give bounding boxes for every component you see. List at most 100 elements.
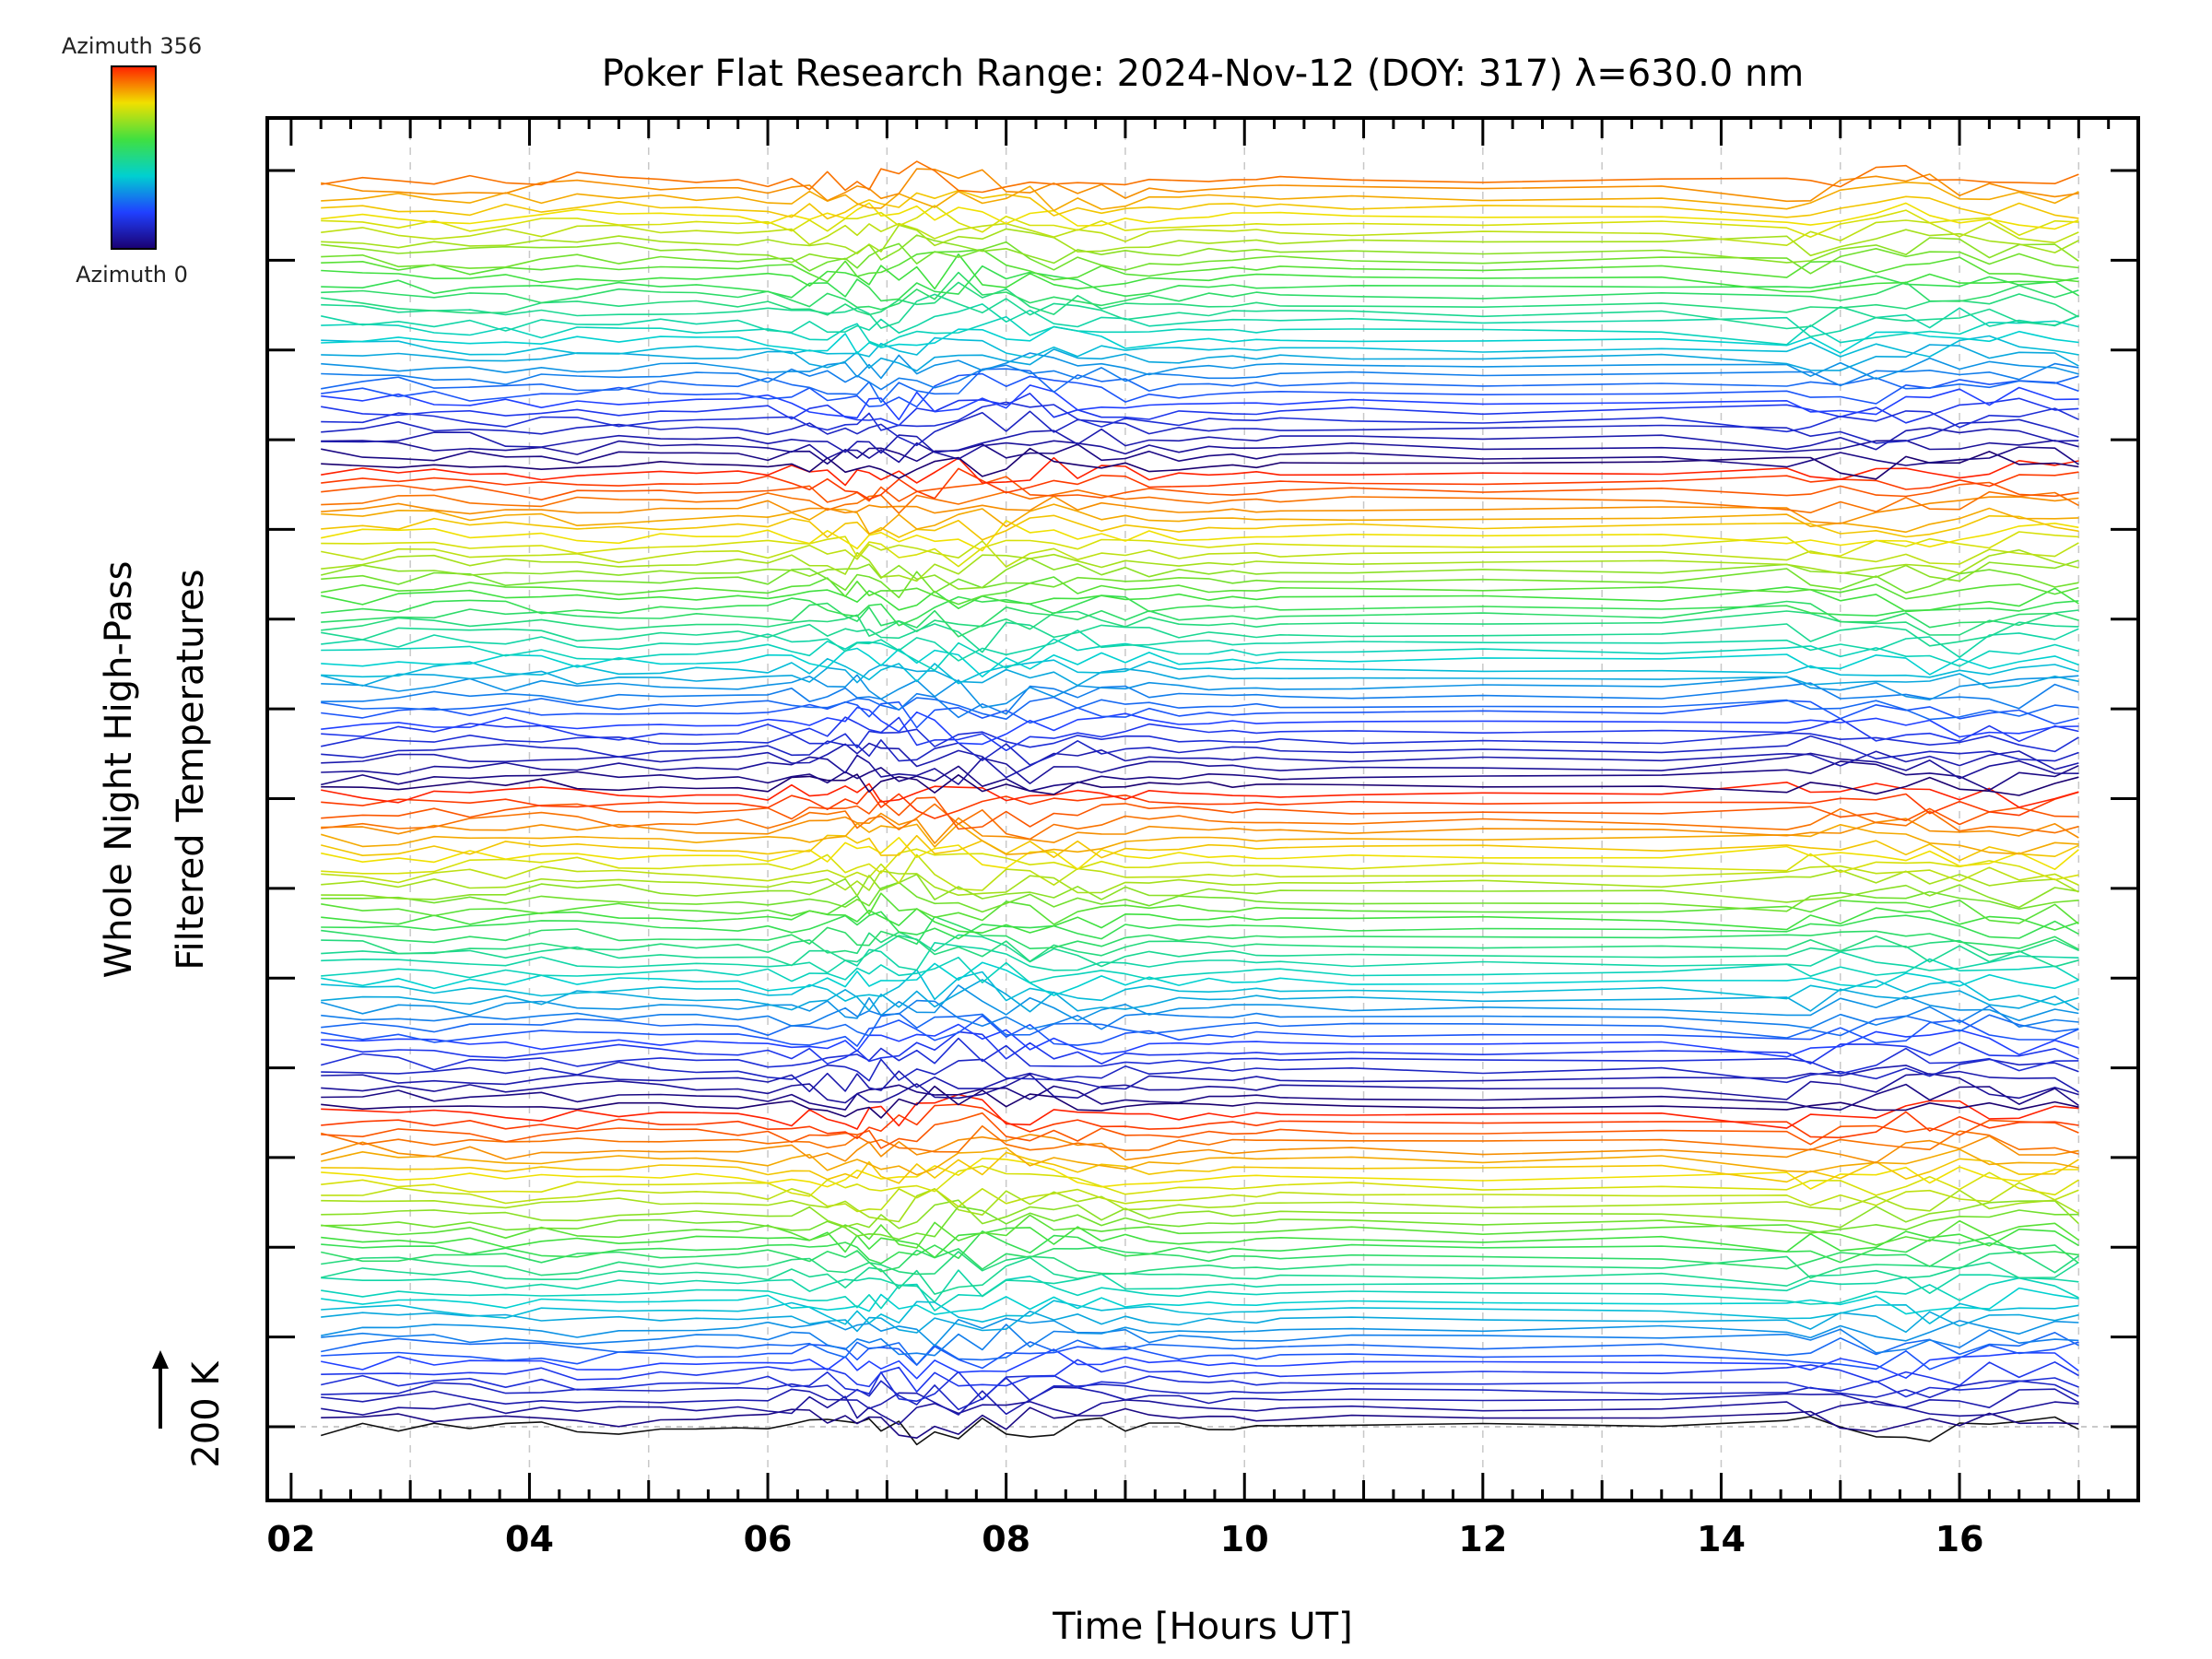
series-line (321, 836, 2079, 871)
series-line (321, 456, 2079, 487)
x-tick-label: 06 (744, 1519, 793, 1559)
series-line (321, 1158, 2079, 1190)
series-line (321, 520, 2079, 552)
series-line (321, 281, 2079, 318)
series-line (321, 647, 2079, 678)
series-line (321, 594, 2079, 627)
series-line (321, 696, 2079, 721)
series-line (320, 984, 2079, 1022)
series-line (321, 1023, 2079, 1058)
series-line (321, 907, 2079, 934)
series-line (321, 1386, 2079, 1416)
series-group (320, 160, 2079, 1446)
x-tick-labels: 02 04 06 08 10 12 14 16 (266, 1519, 1983, 1559)
series-line (321, 1341, 2079, 1371)
series-line (321, 1073, 2079, 1104)
series-line (321, 241, 2079, 275)
series-line (321, 1310, 2079, 1334)
series-line (320, 822, 2079, 855)
x-axis-label: Time [Hours UT] (1052, 1606, 1352, 1648)
series-line (321, 234, 2079, 265)
series-line (321, 706, 2079, 746)
scale-indicator: 200 K (152, 1350, 228, 1468)
x-tick-label: 08 (982, 1519, 1030, 1559)
series-line (321, 1165, 2079, 1197)
series-line (321, 1188, 2079, 1223)
series-line (321, 293, 2079, 330)
series-line (321, 224, 2079, 257)
series-line (321, 467, 2079, 500)
series-line (321, 700, 2079, 729)
series-line (321, 1199, 2079, 1230)
series-line (321, 503, 2079, 535)
series-line (321, 1324, 2079, 1357)
series-line (321, 781, 2079, 808)
series-line (321, 168, 2079, 203)
series-line (321, 892, 2079, 925)
series-line (321, 1251, 2079, 1279)
series-line (321, 576, 2079, 606)
series-line (321, 735, 2079, 766)
series-line (321, 999, 2079, 1030)
series-line (321, 189, 2079, 220)
x-tick-label: 10 (1220, 1519, 1269, 1559)
series-line (321, 773, 2079, 796)
series-line (321, 969, 2079, 1006)
series-line (321, 664, 2079, 689)
colorbar-top-label: Azimuth 356 (62, 33, 202, 59)
series-line (321, 1085, 2079, 1119)
series-line (321, 1256, 2079, 1295)
series-line (321, 1151, 2079, 1184)
series-line (321, 514, 2079, 541)
scale-arrow-head (152, 1350, 169, 1369)
colorbar-gradient (111, 65, 157, 250)
series-line (321, 410, 2079, 447)
series-line (321, 1317, 2079, 1347)
series-line (321, 609, 2079, 637)
series-line (321, 384, 2079, 421)
series-line (320, 1134, 2079, 1164)
series-line (321, 1241, 2079, 1273)
series-line (321, 427, 2079, 454)
series-line (321, 488, 2079, 514)
colorbar-bottom-label: Azimuth 0 (76, 262, 188, 288)
series-line (321, 915, 2079, 950)
series-line (321, 1230, 2079, 1265)
series-line (321, 979, 2079, 1013)
series-line (321, 728, 2079, 753)
series-line (321, 621, 2079, 653)
series-line (321, 789, 2079, 819)
x-tick-label: 02 (266, 1519, 315, 1559)
series-line (321, 1058, 2079, 1084)
series-line (321, 362, 2079, 391)
series-line (321, 674, 2079, 709)
series-line (321, 447, 2079, 480)
series-line (321, 1395, 2079, 1426)
series-line (321, 265, 2079, 302)
series-line (321, 476, 2079, 503)
series-line (321, 1093, 2079, 1130)
series-line (321, 205, 2079, 239)
series-line (321, 716, 2079, 752)
series-line (321, 202, 2079, 230)
series-line (321, 495, 2079, 524)
series-line (321, 325, 2079, 355)
series-line (321, 941, 2079, 974)
series-line (321, 440, 2079, 464)
y-axis-label-line2: Filtered Temperatures (170, 569, 212, 970)
series-line (321, 352, 2079, 381)
series-line (321, 848, 2079, 881)
series-line (321, 315, 2079, 347)
y-axis-label-line1: Whole Night High-Pass (98, 561, 140, 979)
series-line (321, 1147, 2079, 1176)
series-line (321, 1406, 2079, 1439)
series-line (321, 443, 2079, 468)
series-line (321, 1287, 2079, 1315)
series-line (321, 344, 2079, 372)
series-line (321, 393, 2079, 427)
series-line (321, 931, 2079, 962)
series-line (321, 1030, 2079, 1065)
series-line (321, 1300, 2079, 1325)
series-line (321, 752, 2079, 785)
series-line (321, 1332, 2079, 1366)
